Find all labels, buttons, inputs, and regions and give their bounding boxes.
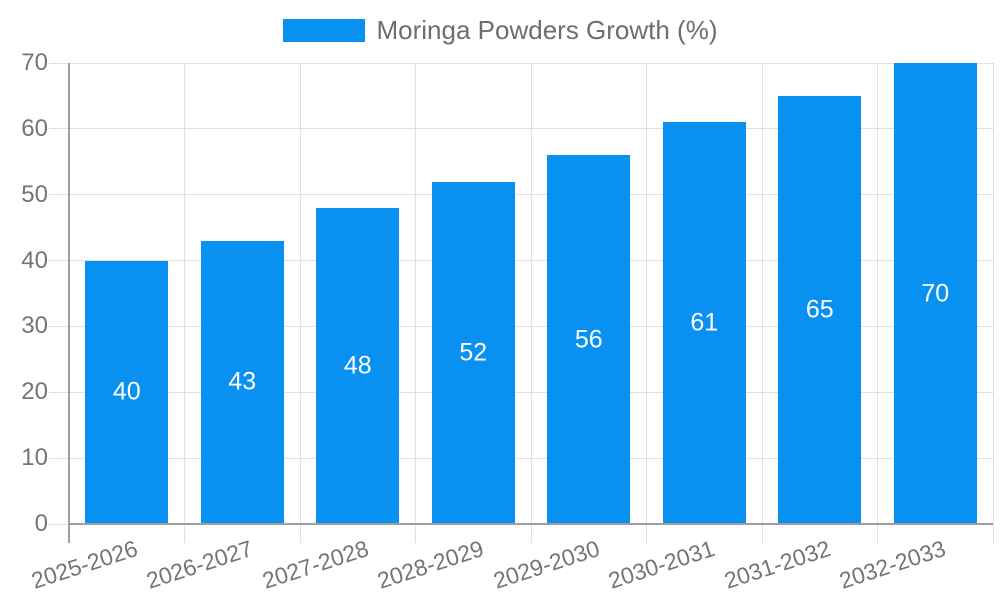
bar[interactable]: 56 — [547, 155, 631, 524]
x-axis-tick-label-text: 2030-2031 — [605, 535, 718, 594]
bar[interactable]: 65 — [778, 95, 862, 524]
y-tick-mark — [49, 391, 69, 393]
y-axis-tick-label: 0 — [34, 510, 48, 537]
y-tick-mark — [49, 523, 69, 525]
bar-value-label: 70 — [921, 279, 950, 307]
y-tick-mark — [49, 128, 69, 130]
bar[interactable]: 52 — [431, 181, 515, 524]
x-gridline — [299, 63, 301, 543]
x-gridline — [877, 63, 878, 543]
bar[interactable]: 70 — [893, 63, 977, 524]
x-axis-tick-label-text: 2031-2032 — [720, 535, 834, 594]
y-axis-tick-label: 60 — [21, 114, 48, 142]
y-axis-tick-label: 20 — [21, 378, 48, 406]
y-axis-tick-label: 30 — [21, 312, 48, 340]
bar-value-label: 61 — [690, 308, 719, 337]
y-axis-tick-label: 40 — [21, 246, 48, 274]
bar-value-label: 43 — [228, 367, 257, 396]
bar[interactable]: 61 — [662, 122, 746, 524]
y-axis-line — [68, 63, 70, 543]
y-axis-tick-label: 10 — [21, 444, 48, 472]
x-axis-tick-label-text: 2027-2028 — [258, 535, 372, 594]
x-gridline — [184, 63, 185, 543]
x-gridline — [992, 63, 994, 543]
bar-value-label: 65 — [805, 295, 834, 324]
y-tick-mark — [49, 62, 69, 64]
x-axis-tick-label-text: 2028-2029 — [374, 535, 487, 594]
y-tick-mark — [49, 325, 69, 327]
bar[interactable]: 48 — [316, 207, 400, 524]
x-gridline — [761, 63, 763, 543]
y-axis-tick-label: 50 — [21, 180, 48, 208]
y-gridline — [69, 62, 993, 64]
y-axis-tick-label: 70 — [21, 49, 48, 76]
x-axis-tick-label-text: 2032-2033 — [836, 535, 949, 594]
bar-value-label: 52 — [459, 338, 488, 367]
bar[interactable]: 40 — [85, 260, 169, 524]
x-axis-tick-label-text: 2026-2027 — [143, 535, 256, 594]
y-tick-mark — [49, 194, 69, 196]
legend[interactable]: Moringa Powders Growth (%) — [0, 17, 1000, 43]
bar-value-label: 56 — [574, 325, 603, 354]
bar-value-label: 48 — [343, 351, 372, 380]
y-tick-mark — [49, 260, 69, 262]
legend-swatch — [282, 18, 365, 42]
bar[interactable]: 43 — [200, 240, 284, 524]
x-gridline — [646, 63, 647, 543]
x-axis-tick-label-text: 2025-2026 — [27, 535, 141, 594]
x-axis-tick-label-text: 2029-2030 — [489, 535, 603, 594]
bar-value-label: 40 — [112, 377, 141, 406]
x-gridline — [415, 63, 416, 543]
legend-label: Moringa Powders Growth (%) — [376, 15, 718, 45]
x-gridline — [530, 63, 532, 543]
y-tick-mark — [49, 457, 69, 459]
